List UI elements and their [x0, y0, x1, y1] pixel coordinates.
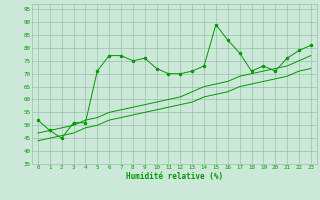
- X-axis label: Humidité relative (%): Humidité relative (%): [126, 172, 223, 181]
